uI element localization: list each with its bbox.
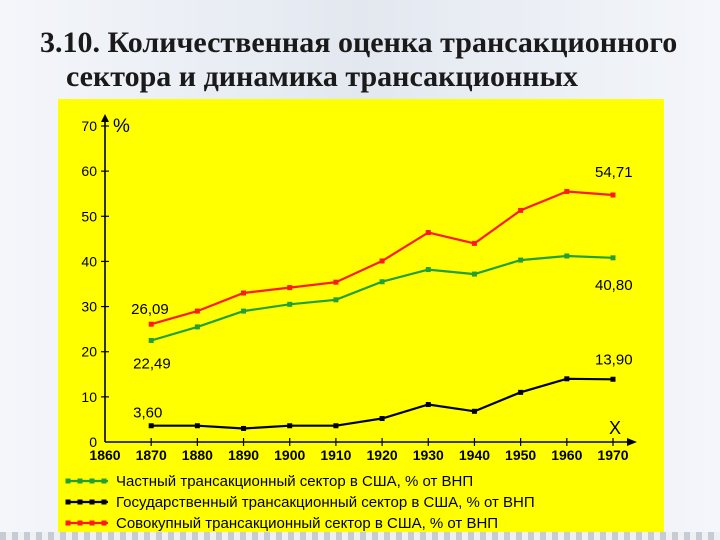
data-point <box>379 258 385 264</box>
legend: Частный трансакционный сектор в США, % о… <box>65 473 535 532</box>
data-point <box>610 192 616 198</box>
y-tick-label: 30 <box>81 299 97 315</box>
data-point <box>471 271 477 277</box>
data-point <box>564 188 570 194</box>
y-axis-unit-label: % <box>113 116 130 137</box>
data-point <box>379 279 385 285</box>
data-label: 54,71 <box>595 164 633 181</box>
x-tick-label: 1910 <box>320 447 351 463</box>
data-point <box>241 425 247 431</box>
data-point <box>425 402 431 408</box>
legend-swatch-marker <box>89 499 95 505</box>
data-point <box>148 321 154 327</box>
data-point <box>148 337 154 343</box>
series-line <box>151 377 614 430</box>
legend-swatch-marker <box>65 499 71 505</box>
data-point <box>148 423 154 429</box>
data-labels: 54,71 40,80 13,90 26,09 22,49 3,60 <box>131 164 632 422</box>
y-tick-label: 0 <box>89 434 97 450</box>
legend-swatch-marker <box>65 520 71 526</box>
x-tick-label: 1880 <box>182 447 213 463</box>
data-point <box>518 207 524 213</box>
data-point <box>425 267 431 273</box>
data-point <box>610 376 616 382</box>
legend-swatch-marker <box>101 520 107 526</box>
data-point <box>333 423 339 429</box>
x-tick-label: 1890 <box>228 447 259 463</box>
data-point <box>471 240 477 246</box>
series-lines <box>148 188 616 431</box>
footer-stripe <box>0 532 720 540</box>
legend-swatch-marker <box>77 478 83 484</box>
x-axis-label: X <box>609 418 621 438</box>
legend-swatch-marker <box>77 499 83 505</box>
y-tick-label: 50 <box>81 208 97 224</box>
x-axis-arrow-icon <box>627 438 637 446</box>
data-point <box>610 255 616 261</box>
data-point <box>333 297 339 303</box>
x-tick-label: 1940 <box>459 447 490 463</box>
x-tick-label: 1960 <box>551 447 582 463</box>
y-axis-arrow-icon <box>101 114 109 122</box>
data-point <box>194 324 200 330</box>
y-tick-label: 20 <box>81 344 97 360</box>
slide-title-line-1: 3.10. Количественная оценка трансакционн… <box>40 26 678 59</box>
data-point <box>564 253 570 259</box>
x-tick-label: 1870 <box>136 447 167 463</box>
legend-swatch-marker <box>89 478 95 484</box>
data-label: 22,49 <box>133 355 171 372</box>
data-point <box>379 416 385 422</box>
legend-swatch-marker <box>101 499 107 505</box>
x-tick-label: 1950 <box>505 447 536 463</box>
data-point <box>241 308 247 314</box>
data-point <box>287 423 293 429</box>
legend-swatch-marker <box>101 478 107 484</box>
data-point <box>471 408 477 414</box>
x-tick-label: 1920 <box>367 447 398 463</box>
y-tick-label: 40 <box>81 253 97 269</box>
x-tick-label: 1860 <box>89 447 120 463</box>
data-point <box>287 301 293 307</box>
legend-entry-label: Частный трансакционный сектор в США, % о… <box>116 473 473 490</box>
x-tick-label: 1930 <box>413 447 444 463</box>
data-point <box>333 279 339 285</box>
line-chart: 0 10 20 30 40 50 60 70 1860 1870 1880 1890 1900 1910 1… <box>65 114 637 532</box>
series-line <box>150 254 614 342</box>
y-tick-label: 60 <box>81 163 97 179</box>
legend-entry-label: Государственный трансакционный сектор в … <box>116 494 535 511</box>
y-tick-label: 10 <box>81 389 97 405</box>
y-tick-label: 70 <box>81 118 97 134</box>
data-label: 26,09 <box>131 301 169 318</box>
data-point <box>194 423 200 429</box>
data-point <box>518 257 524 263</box>
legend-entry-label: Совокупный трансакционный сектор в США, … <box>116 515 498 532</box>
axes: 0 10 20 30 40 50 60 70 1860 1870 1880 1890 1900 1910 1… <box>81 114 637 463</box>
x-tick-label: 1970 <box>597 447 628 463</box>
data-point <box>194 308 200 314</box>
data-point <box>564 376 570 382</box>
data-point <box>287 285 293 291</box>
data-label: 3,60 <box>133 405 162 422</box>
data-point <box>241 290 247 296</box>
legend-swatch-marker <box>77 520 83 526</box>
legend-swatch-marker <box>89 520 95 526</box>
data-label: 13,90 <box>595 351 633 368</box>
data-label: 40,80 <box>595 277 633 294</box>
chart-panel: 0 10 20 30 40 50 60 70 1860 1870 1880 1890 1900 1910 1… <box>58 99 664 540</box>
data-point <box>425 230 431 236</box>
data-point <box>518 389 524 395</box>
legend-swatch-marker <box>65 478 71 484</box>
x-tick-label: 1900 <box>274 447 305 463</box>
